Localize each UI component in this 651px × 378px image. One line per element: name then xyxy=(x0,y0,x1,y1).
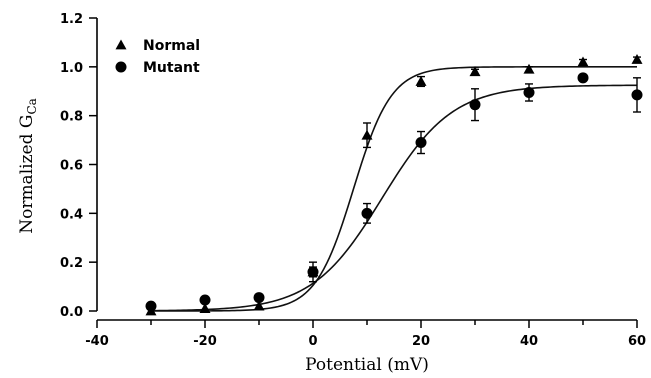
y-axis-label-subscript: Ca xyxy=(25,98,39,114)
y-tick-label: 0.6 xyxy=(60,159,83,174)
legend-label-mutant: Mutant xyxy=(143,60,200,76)
x-tick-label: 40 xyxy=(520,334,538,349)
x-tick-label: 20 xyxy=(412,334,430,349)
point-mutant xyxy=(631,89,643,101)
point-mutant xyxy=(253,292,265,304)
point-mutant xyxy=(199,294,211,306)
point-normal xyxy=(415,75,427,86)
point-normal xyxy=(631,54,643,64)
y-tick-label: 0.4 xyxy=(60,207,83,222)
legend-marker-mutant xyxy=(115,61,127,73)
legend-label-normal: Normal xyxy=(143,38,200,54)
legend-marker-normal xyxy=(115,39,127,50)
point-mutant xyxy=(577,72,589,84)
point-mutant xyxy=(469,99,481,111)
y-tick-label: 1.0 xyxy=(60,61,83,76)
point-mutant xyxy=(307,266,319,278)
point-mutant xyxy=(523,86,535,98)
point-normal xyxy=(253,300,265,311)
data-points xyxy=(145,54,643,316)
y-tick-label: 0.8 xyxy=(60,110,83,125)
point-normal xyxy=(469,66,481,77)
x-tick-label: -40 xyxy=(85,334,109,349)
y-axis-label: Normalized GCa xyxy=(17,98,39,234)
y-axis-label-main: Normalized G xyxy=(17,115,37,234)
point-mutant xyxy=(361,207,373,219)
x-axis-label: Potential (mV) xyxy=(305,355,429,375)
point-normal xyxy=(523,63,535,74)
x-tick-label: 60 xyxy=(628,334,646,349)
fit-curves xyxy=(150,66,638,312)
ticks: 0.0 0.2 0.4 0.6 0.8 1.0 1.2 -40 -20 0 20 40 60 xyxy=(60,12,646,349)
x-tick-label: 0 xyxy=(308,334,317,349)
y-tick-label: 0.2 xyxy=(60,256,83,271)
point-normal xyxy=(199,303,211,313)
point-normal xyxy=(577,56,589,67)
point-mutant xyxy=(145,300,157,312)
point-normal xyxy=(361,129,373,140)
fit-curve-normal xyxy=(151,66,637,312)
point-mutant xyxy=(415,137,427,149)
fit-curve-mutant xyxy=(150,84,638,312)
y-tick-label: 0.0 xyxy=(60,305,83,320)
x-tick-label: -20 xyxy=(193,334,217,349)
legend: Normal Mutant xyxy=(115,38,200,76)
y-tick-label: 1.2 xyxy=(60,12,83,27)
